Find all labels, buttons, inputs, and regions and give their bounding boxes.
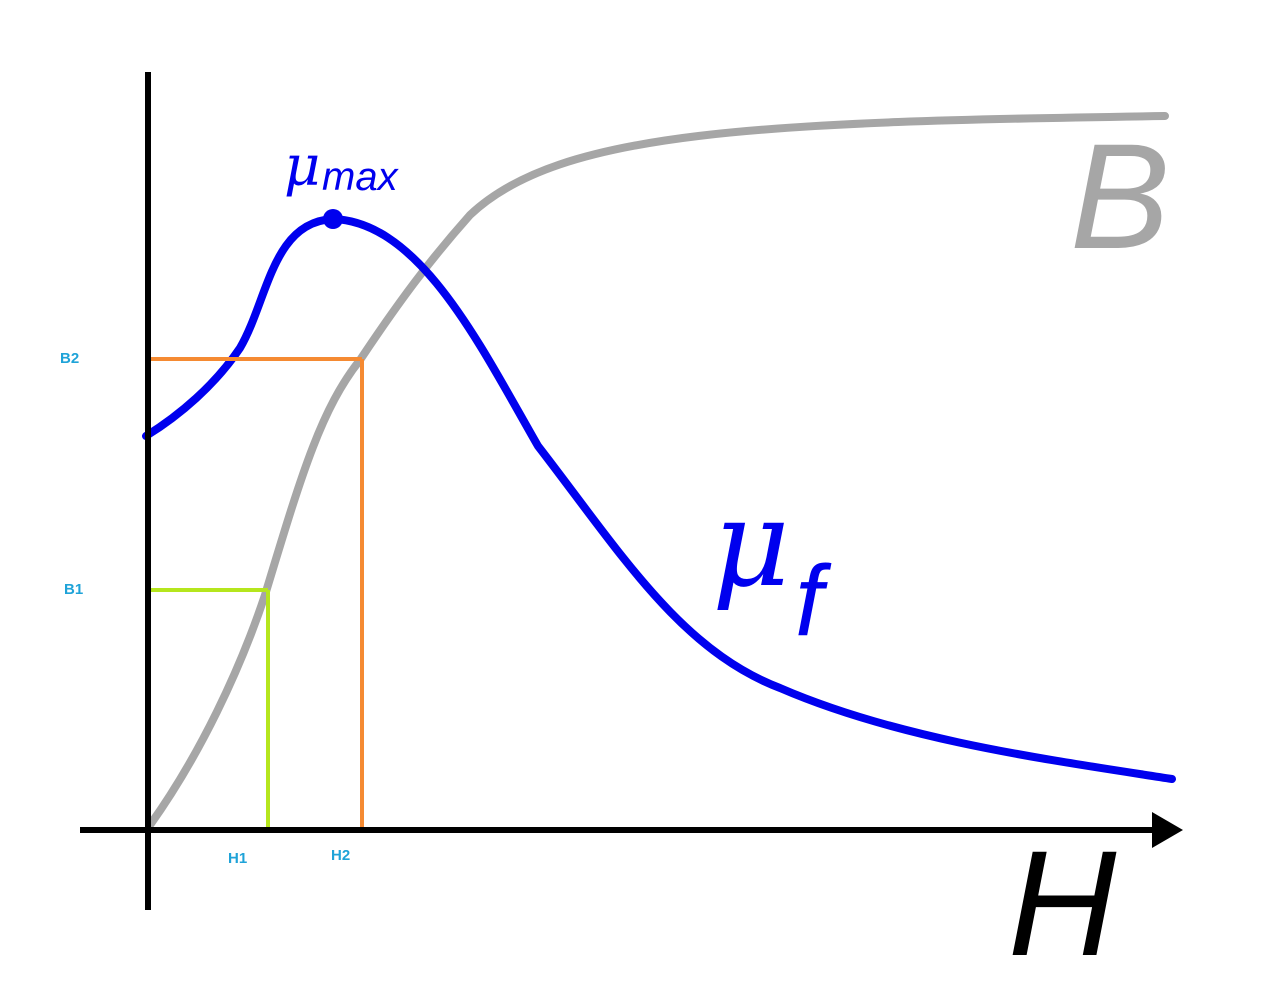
b1-label: B1 <box>64 581 83 598</box>
mu-max-symbol: μ <box>284 134 320 199</box>
mu-f-subscript: f <box>795 545 832 657</box>
b-curve <box>146 112 1169 829</box>
mu-max-subscript: max <box>322 155 400 199</box>
mu-max-point <box>323 209 343 229</box>
b2-label: B2 <box>60 350 79 367</box>
x-axis-arrowhead <box>1152 812 1183 848</box>
h1-label: H1 <box>228 850 247 867</box>
h2-label: H2 <box>331 847 350 864</box>
b-curve-label: B <box>1070 112 1170 280</box>
x-axis-label: H <box>1008 819 1117 987</box>
mu-f-symbol: μ <box>712 475 790 614</box>
mu-f-curve <box>142 214 1176 783</box>
